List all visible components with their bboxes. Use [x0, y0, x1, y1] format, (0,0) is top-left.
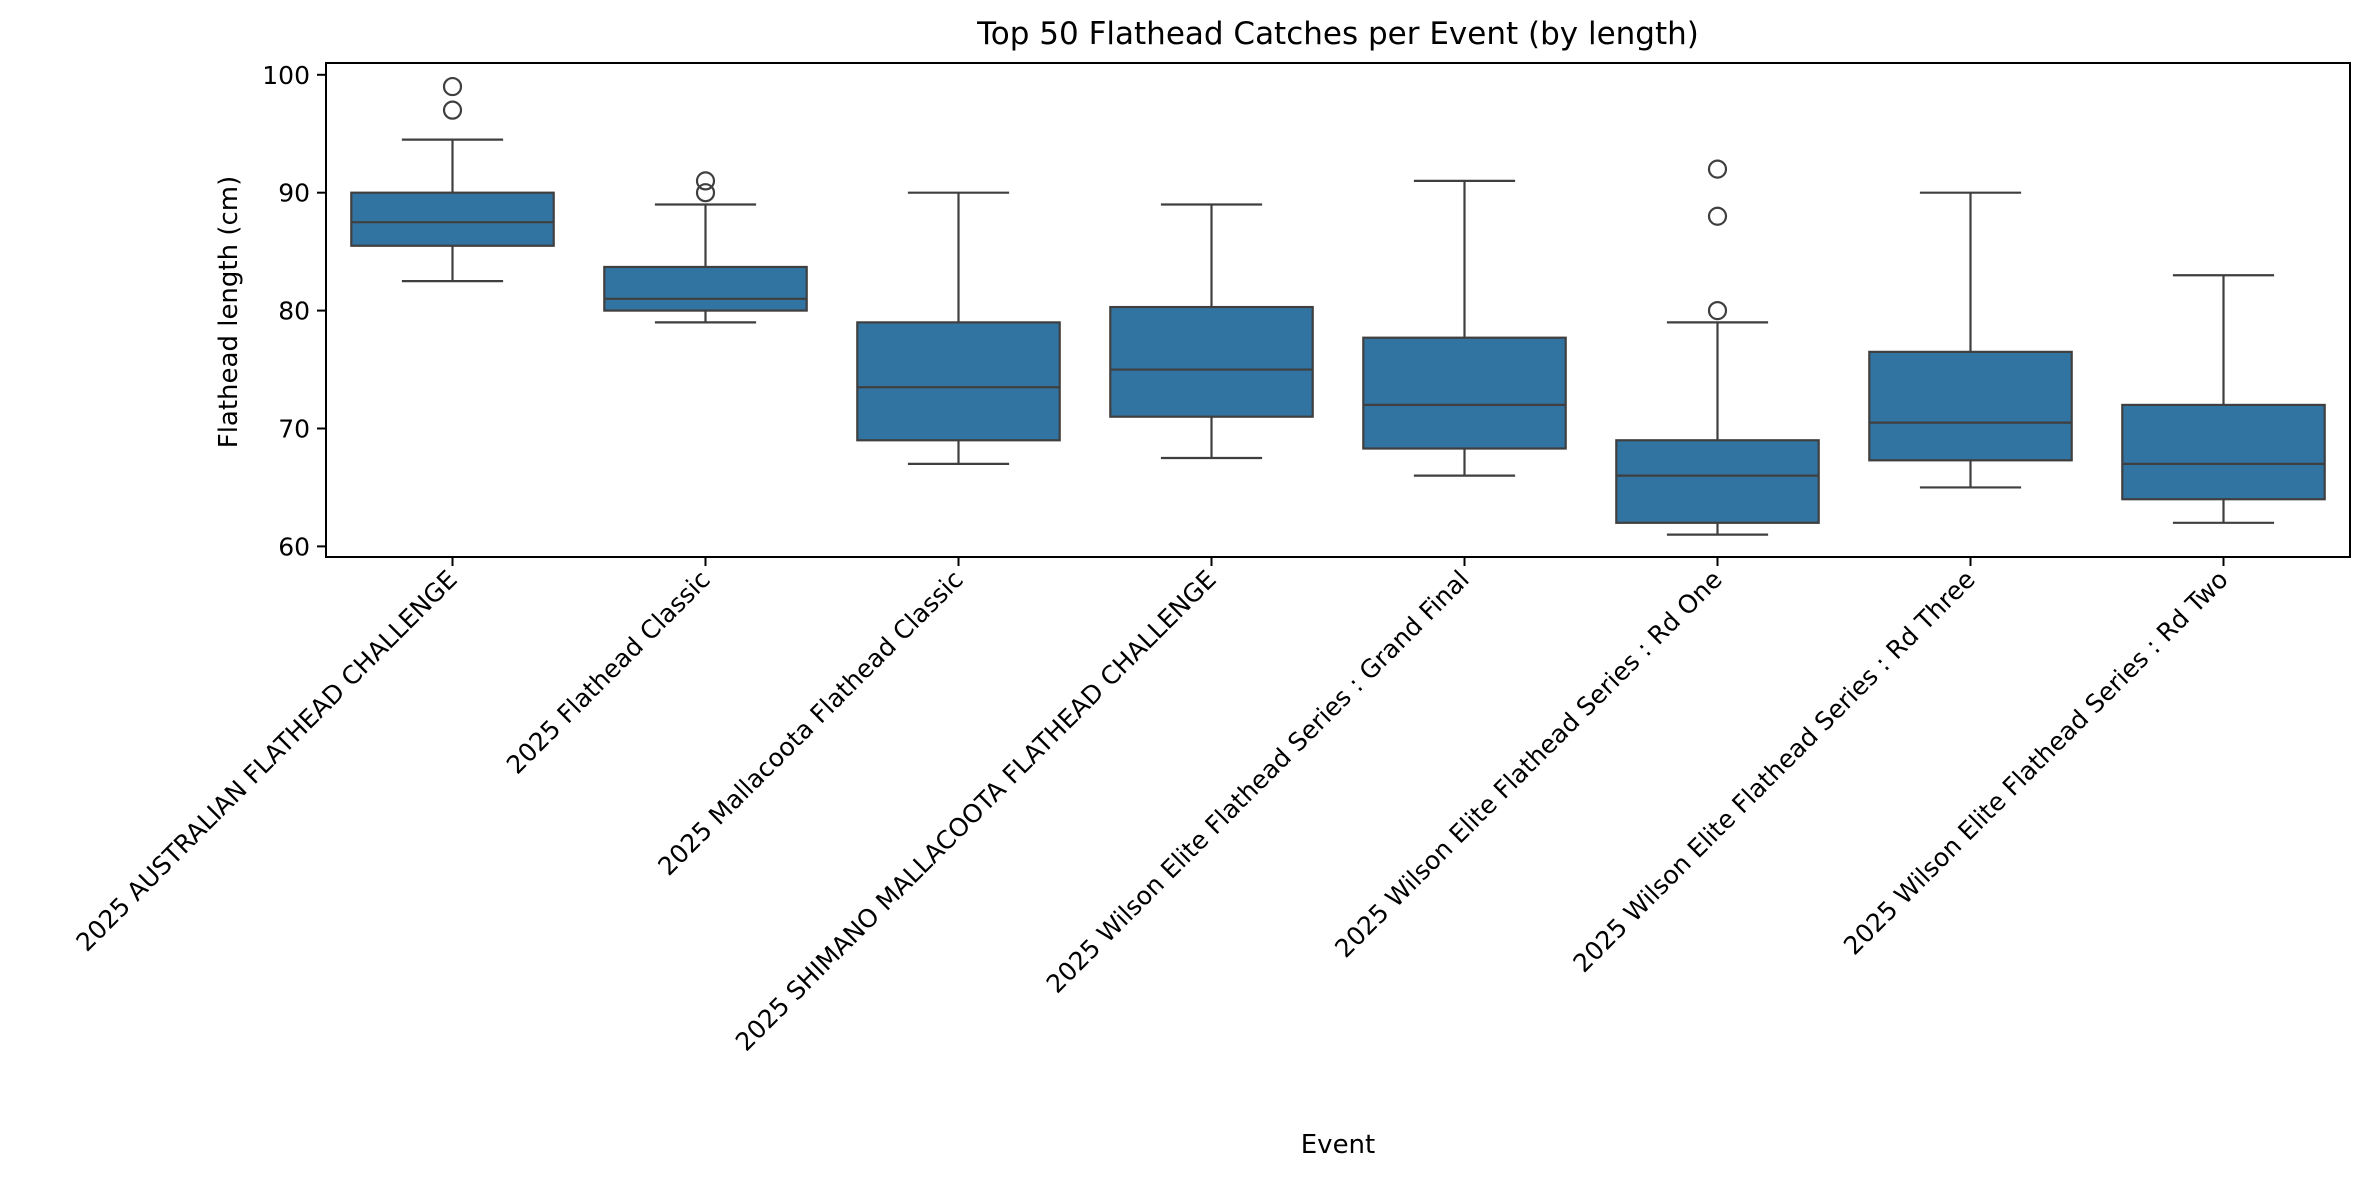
plot-area [350, 76, 2326, 536]
outlier-point [442, 100, 463, 120]
outlier-point [1707, 206, 1728, 226]
iqr-box [856, 321, 1061, 442]
outlier-point [695, 171, 716, 191]
box-group-7 [1868, 191, 2073, 489]
iqr-box [1615, 439, 1820, 524]
y-tick-label: 100 [262, 61, 310, 90]
box-group-4 [1109, 203, 1314, 460]
y-tick-label: 70 [278, 414, 310, 443]
chart-title: Top 50 Flathead Catches per Event (by le… [976, 16, 1699, 52]
y-tick-label: 90 [278, 179, 310, 208]
box-group-8 [2121, 274, 2326, 524]
box-group-5 [1362, 179, 1567, 477]
y-tick-label: 80 [278, 297, 310, 326]
outlier-point [442, 76, 463, 97]
iqr-box [603, 265, 808, 312]
iqr-box [2121, 403, 2326, 501]
box-group-1 [350, 76, 555, 283]
box-group-6 [1615, 159, 1820, 536]
iqr-box [1109, 305, 1314, 418]
outlier-point [695, 183, 716, 203]
y-axis-label: Flathead length (cm) [214, 176, 244, 449]
outlier-point [1707, 159, 1728, 179]
box-group-3 [856, 191, 1061, 465]
y-tick-label: 60 [278, 532, 310, 561]
x-axis-label: Event [1301, 1130, 1375, 1160]
iqr-box [350, 191, 555, 247]
box-group-2 [603, 171, 808, 324]
iqr-box [1868, 350, 2073, 462]
outlier-point [1707, 300, 1728, 321]
iqr-box [1362, 336, 1567, 450]
